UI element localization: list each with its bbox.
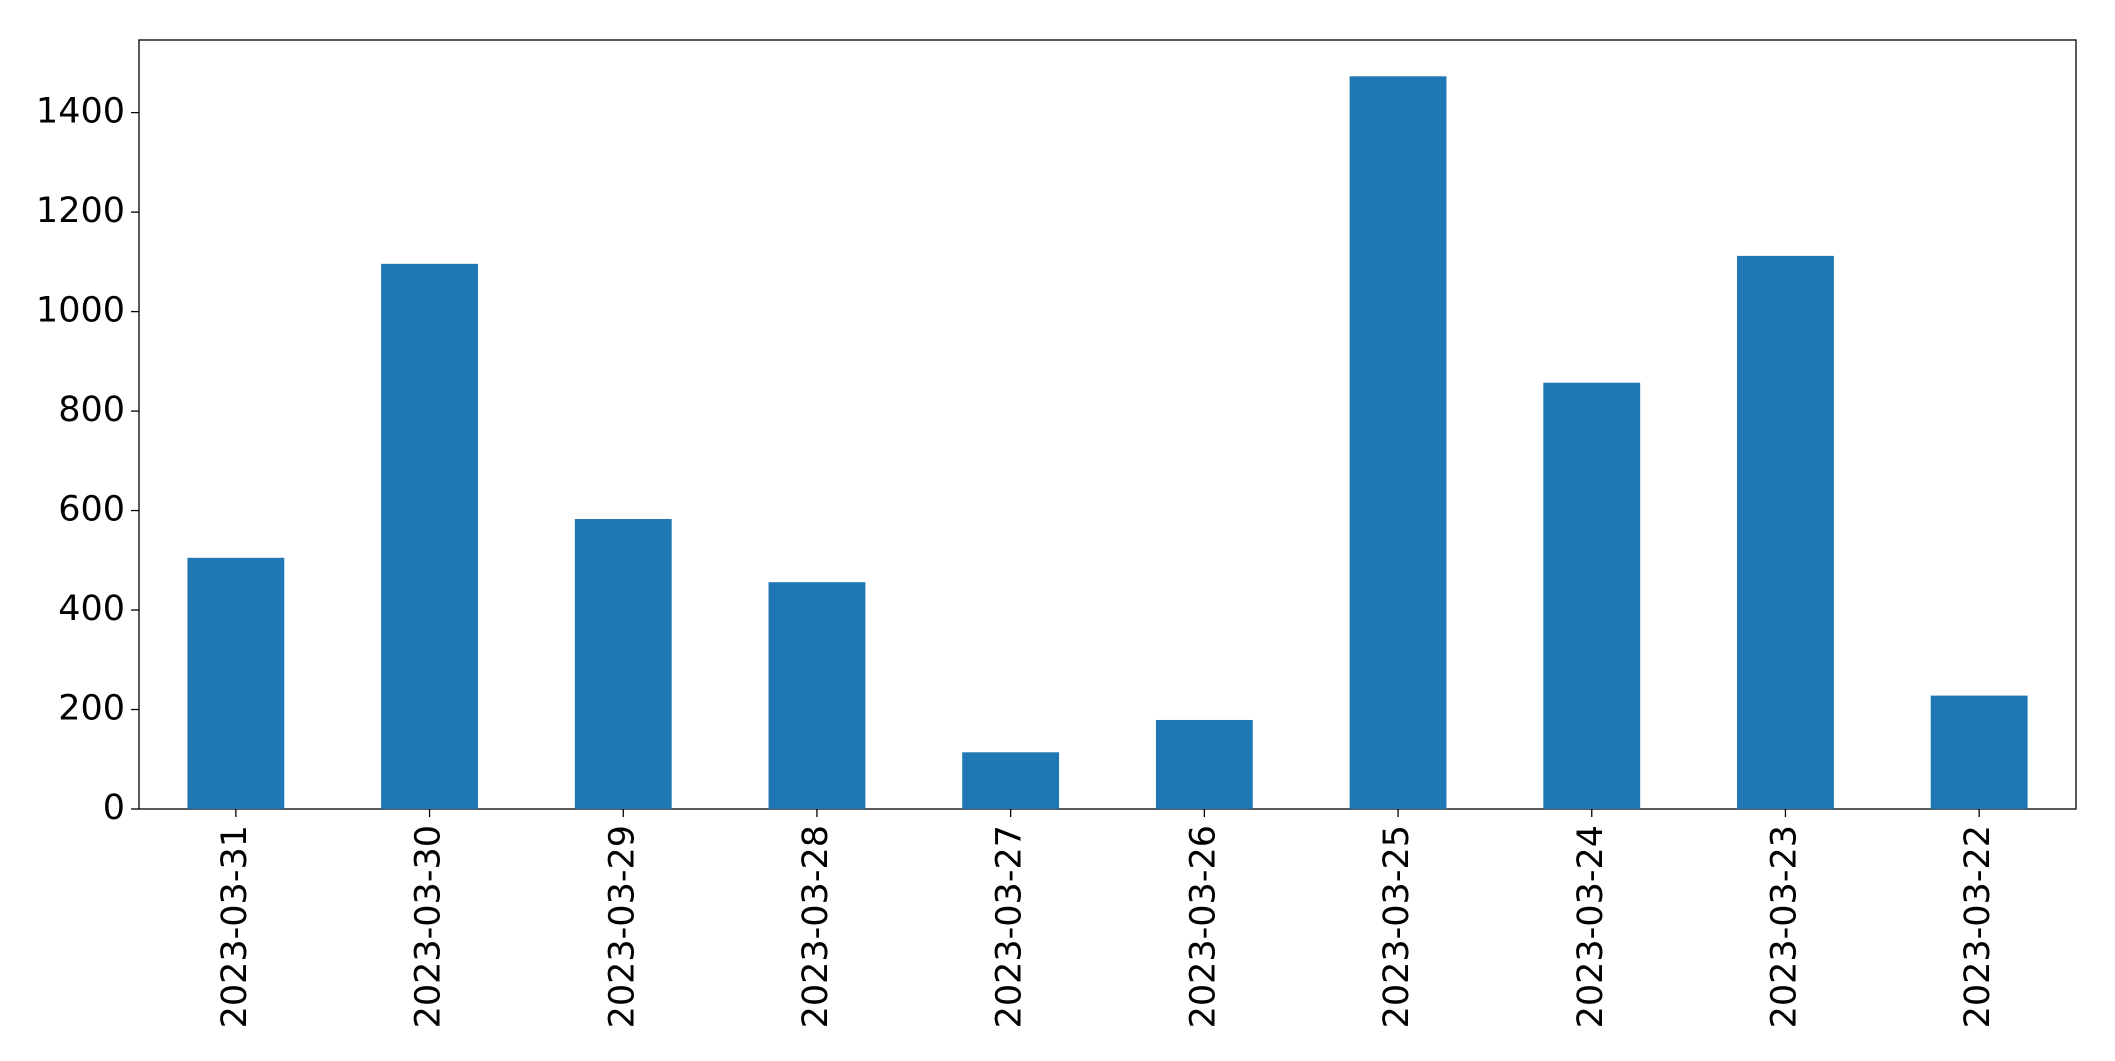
y-tick-label: 800 bbox=[58, 390, 125, 430]
bar bbox=[1930, 695, 2028, 809]
x-tick-label: 2023-03-26 bbox=[1183, 825, 1223, 1028]
bar bbox=[1349, 76, 1447, 809]
bar bbox=[1543, 382, 1641, 809]
y-tick-label: 200 bbox=[58, 689, 125, 729]
y-tick-label: 400 bbox=[58, 589, 125, 629]
bar bbox=[962, 752, 1060, 809]
x-tick-label: 2023-03-25 bbox=[1377, 825, 1417, 1028]
x-tick-label: 2023-03-27 bbox=[990, 825, 1030, 1028]
x-tick-label: 2023-03-31 bbox=[215, 825, 255, 1028]
y-tick-label: 1400 bbox=[36, 92, 125, 132]
bar bbox=[187, 557, 285, 809]
bar bbox=[574, 519, 672, 809]
plot-frame bbox=[138, 39, 2077, 810]
y-tick-label: 1200 bbox=[36, 191, 125, 231]
x-tick-label: 2023-03-30 bbox=[409, 825, 449, 1028]
bar bbox=[768, 582, 866, 809]
x-tick-label: 2023-03-29 bbox=[602, 825, 642, 1028]
y-tick-label: 0 bbox=[103, 788, 125, 828]
bar bbox=[1155, 719, 1253, 809]
x-tick-label: 2023-03-24 bbox=[1571, 825, 1611, 1028]
x-tick-label: 2023-03-22 bbox=[1958, 825, 1998, 1028]
y-tick-label: 600 bbox=[58, 490, 125, 530]
bar bbox=[381, 263, 478, 809]
x-tick-label: 2023-03-23 bbox=[1764, 825, 1804, 1028]
x-tick-label: 2023-03-28 bbox=[796, 825, 836, 1028]
y-tick-label: 1000 bbox=[36, 291, 125, 331]
bar bbox=[1737, 255, 1834, 810]
